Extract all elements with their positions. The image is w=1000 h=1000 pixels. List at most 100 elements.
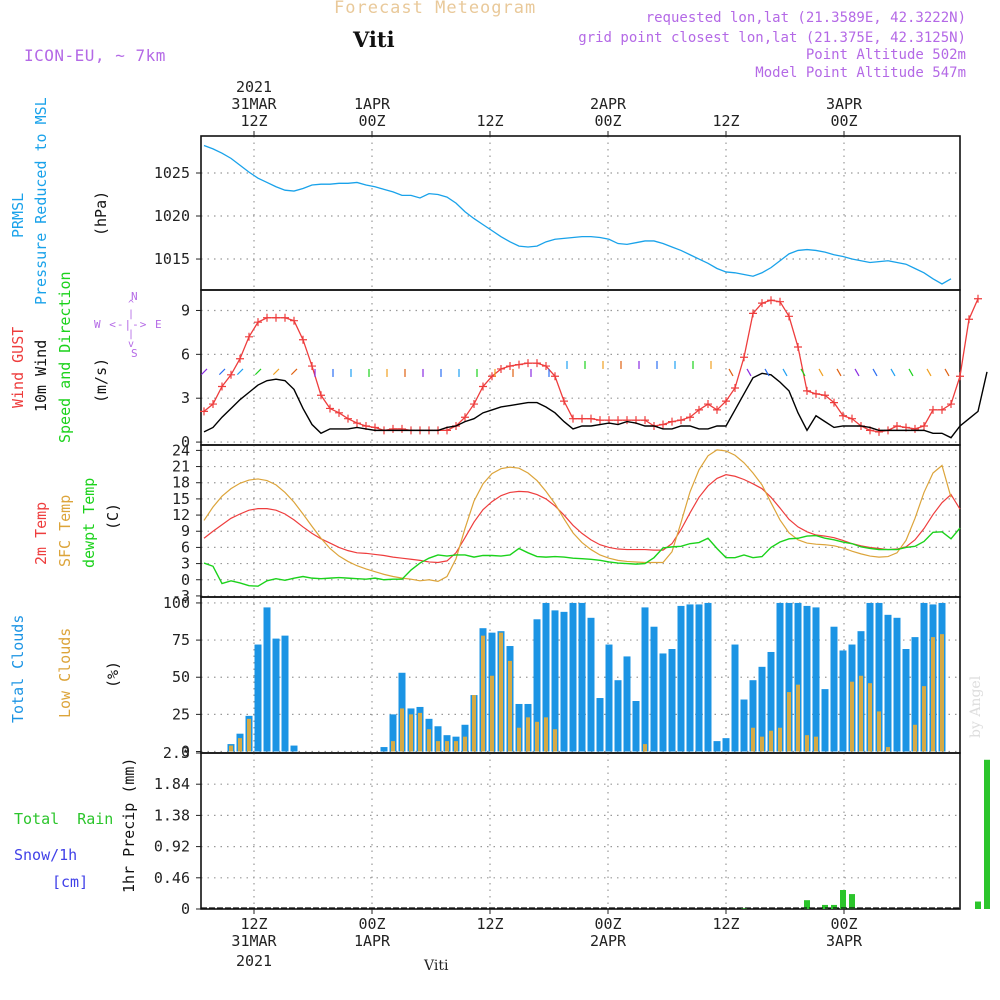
gust-marker [911,424,919,433]
rain-label: Total Rain [14,810,114,828]
low-clouds-bar [544,717,548,752]
low-clouds-bar [526,717,530,752]
total-clouds-bar [731,644,739,752]
ytick-precip: 1.38 [154,806,190,824]
ytick-precip: 2.3 [163,744,190,762]
low-clouds-bar [931,637,935,752]
location-title: Viti [353,27,395,52]
gust-marker [569,414,577,423]
temp2m-label: 2m Temp [32,501,50,565]
total-clouds-bar [542,602,550,752]
low-clouds-bar [238,738,242,752]
gust-marker [533,359,541,368]
gust-marker [686,413,694,422]
total-clouds-bar [560,611,568,752]
panel-frame-temp [200,444,961,598]
total-clouds-bar [794,602,802,752]
time-bottom-date: 1APR [354,932,391,950]
low-clouds-bar [247,718,251,752]
time-top-date: 1APR [354,95,391,113]
wind-dir-label: Speed and Direction [56,271,74,443]
low-clouds-bar [463,736,467,752]
ytick-precip: 0 [181,900,190,918]
wind-arrow [944,368,950,377]
gust-marker [614,416,622,425]
low-clouds-label: Low Clouds [56,627,74,718]
gust-marker [461,413,469,422]
clouds-unit: (%) [104,660,122,688]
ytick-clouds: 0 [181,743,190,761]
gust-marker [803,386,811,395]
low-clouds-bar [940,634,944,752]
time-bottom-hour: 00Z [594,915,621,933]
footer-location: Viti [424,958,449,974]
time-bottom-hour: 00Z [358,915,385,933]
gust-marker [731,383,739,392]
low-clouds-bar [391,741,395,752]
gust-marker [236,354,244,363]
pressure-label-2: Pressure Reduced to MSL [32,97,50,305]
time-bottom-date: 3APR [826,932,863,950]
wind-label: 10m Wind [32,339,50,412]
compass-ew: W <-|-> E [94,318,163,331]
sfctemp-line [203,449,952,582]
gust-marker [497,364,505,373]
wind-arrow [254,368,262,376]
gust-marker [299,335,307,344]
dewpt-line [203,527,961,587]
time-top-hour: 00Z [358,112,385,130]
total-clouds-bar [740,699,748,752]
total-clouds-bar [884,614,892,752]
total-clouds-bar [254,644,262,752]
low-clouds-bar [778,727,782,752]
gust-marker [578,414,586,423]
gridpoint-coords: grid point closest lon,lat (21.375E, 42.… [578,30,966,46]
snow-label: Snow/1h [14,846,78,864]
gust-marker [479,382,487,391]
total-clouds-bar [650,626,658,752]
total-clouds-bar [641,607,649,752]
wind-arrow [272,368,280,376]
time-top-hour: 12Z [712,112,739,130]
gust-marker [227,370,235,379]
total-clouds-bar [920,602,928,752]
low-clouds-bar [796,684,800,752]
rain-bar [831,904,837,909]
compass-ns-down: | v [128,329,135,350]
low-clouds-bar [769,730,773,752]
total-clouds-bar [821,689,829,752]
gust-marker [695,405,703,414]
total-clouds-bar [686,604,694,752]
time-bottom-hour: 12Z [476,915,503,933]
total-clouds-bar [533,619,541,752]
gust-marker [335,408,343,417]
gust-marker [263,313,271,322]
wind-arrow [926,368,932,377]
low-clouds-bar [400,708,404,752]
total-clouds-bar [839,650,847,752]
gust-marker [254,318,262,327]
low-clouds-bar [643,744,647,752]
low-clouds-bar [535,721,539,752]
total-clouds-bar [659,653,667,752]
gust-marker [875,427,883,436]
gust-marker [668,417,676,426]
low-clouds-bar [751,727,755,752]
gust-marker [956,372,964,381]
wind-speed-line [203,371,988,439]
total-clouds-bar [434,726,442,752]
requested-coords: requested lon,lat (21.3589E, 42.3222N) [645,10,966,26]
panel-frame-wind [200,289,961,446]
time-top-hour: 12Z [240,112,267,130]
wind-arrow [854,368,860,377]
rain-bar [741,908,747,909]
ytick-wind: 3 [181,389,190,407]
time-top-hour: 00Z [830,112,857,130]
gust-marker [281,313,289,322]
wind-arrow [764,368,770,377]
low-clouds-bar [445,741,449,752]
low-clouds-bar [868,683,872,752]
gust-marker [272,313,280,322]
gust-marker [218,382,226,391]
ytick-temp: 21 [172,458,190,476]
